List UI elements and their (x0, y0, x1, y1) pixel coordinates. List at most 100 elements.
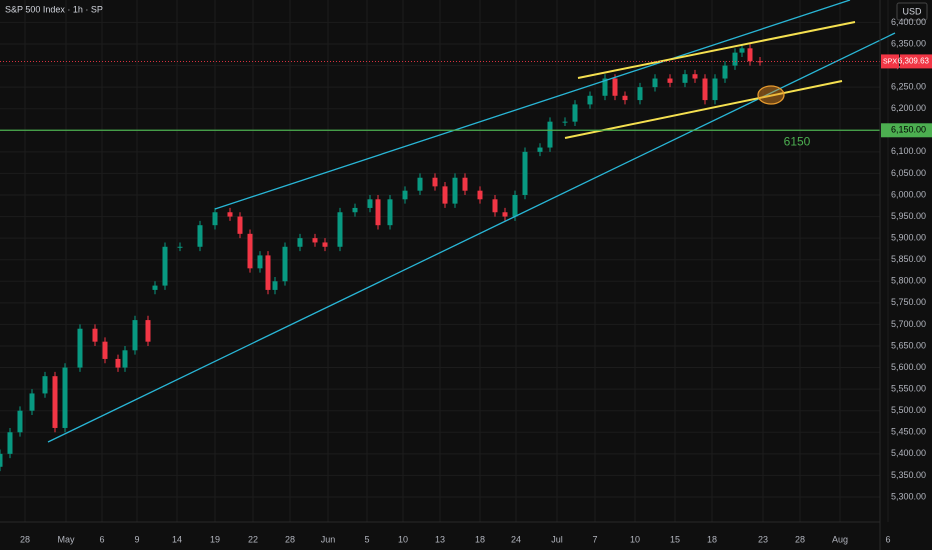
candle-body (747, 48, 753, 62)
price-tag (900, 54, 932, 69)
y-tick-label: 6,250.00 (891, 82, 926, 92)
candle-body (667, 78, 673, 83)
candle-body (257, 255, 263, 269)
x-tick-label: Jun (321, 534, 336, 544)
candle-body (562, 121, 568, 123)
level-tag (881, 123, 932, 138)
candle-body (282, 246, 288, 282)
candle-body (739, 48, 745, 53)
candle-body (122, 350, 128, 368)
x-tick-label: Jul (551, 534, 563, 544)
x-tick-label: 28 (795, 534, 805, 544)
x-tick-label: 28 (20, 534, 30, 544)
y-tick-label: 5,400.00 (891, 448, 926, 458)
y-tick-label: 5,950.00 (891, 211, 926, 221)
overlays: 6150 (0, 61, 880, 148)
candle-body (442, 186, 448, 204)
candle-body (522, 151, 528, 195)
y-tick-label: 5,650.00 (891, 340, 926, 350)
y-tick-label: 6,400.00 (891, 17, 926, 27)
level-label: 6150 (784, 134, 811, 148)
candle-body (602, 78, 608, 96)
candle-body (312, 238, 318, 243)
x-tick-label: 10 (398, 534, 408, 544)
candle-body (682, 74, 688, 83)
candle-body (265, 255, 271, 290)
highlight (757, 85, 785, 105)
price-tag-label: 6,309.63 (898, 57, 930, 66)
x-tick-label: 9 (134, 534, 139, 544)
candle-body (132, 320, 138, 351)
candle-body (367, 199, 373, 208)
y-tick-label: 5,900.00 (891, 233, 926, 243)
candle-body (547, 121, 553, 148)
candle-body (692, 74, 698, 79)
candle-body (77, 328, 83, 368)
candle-body (757, 61, 763, 63)
y-tick-label: 5,450.00 (891, 427, 926, 437)
candle-body (722, 65, 728, 79)
x-tick-label: 18 (475, 534, 485, 544)
drawings (47, 0, 896, 443)
candle-body (652, 78, 658, 88)
x-tick-label: 10 (630, 534, 640, 544)
y-tick-label: 5,800.00 (891, 276, 926, 286)
candle-body (352, 207, 358, 213)
wedge-lower (564, 80, 843, 139)
candle-body (227, 212, 233, 217)
x-tick-label: 13 (435, 534, 445, 544)
candle-body (177, 246, 183, 248)
candle-body (272, 281, 278, 290)
candle-body (637, 87, 643, 101)
y-tick-label: 5,550.00 (891, 384, 926, 394)
candle-body (462, 177, 468, 191)
x-tick-label: Aug (832, 534, 848, 544)
currency: USD (902, 6, 922, 16)
candle-body (712, 78, 718, 101)
x-tick-label: 22 (248, 534, 258, 544)
x-tick-label: 24 (511, 534, 521, 544)
y-tick-label: 5,600.00 (891, 362, 926, 372)
candle-body (702, 78, 708, 101)
candle-body (387, 199, 393, 226)
candle-body (29, 393, 35, 411)
candle-body (237, 216, 243, 234)
candle-body (145, 320, 151, 342)
symbol-tag-label: SPX (883, 58, 897, 65)
x-tick-label: 6 (885, 534, 890, 544)
x-tick-label: 5 (364, 534, 369, 544)
x-tick-label: 7 (592, 534, 597, 544)
candle-body (115, 358, 121, 368)
candle-body (197, 225, 203, 247)
x-tick-label: 15 (670, 534, 680, 544)
x-tick-label: 19 (210, 534, 220, 544)
candle-body (572, 104, 578, 122)
candle-body (402, 190, 408, 200)
candle-body (732, 52, 738, 66)
candle-body (587, 95, 593, 105)
candle-body (502, 212, 508, 217)
y-tick-label: 5,500.00 (891, 405, 926, 415)
level-tag-label: 6,150.00 (891, 125, 926, 135)
x-tick-label: 23 (758, 534, 768, 544)
x-tick-label: 14 (172, 534, 182, 544)
candle-body (212, 212, 218, 226)
y-tick-label: 6,100.00 (891, 146, 926, 156)
y-tick-label: 6,050.00 (891, 168, 926, 178)
candle-body (417, 177, 423, 191)
candle-body (92, 328, 98, 342)
candle-body (432, 177, 438, 187)
x-tick-label: 18 (707, 534, 717, 544)
candle-body (52, 376, 58, 428)
candle-body (537, 147, 543, 152)
channel-upper (214, 0, 851, 210)
candle-body (247, 233, 253, 269)
candle-body (162, 246, 168, 286)
currency-box[interactable] (896, 2, 928, 21)
channel-lower (47, 32, 896, 443)
y-tick-label: 6,000.00 (891, 189, 926, 199)
candle-body (62, 367, 68, 428)
y-tick-label: 6,350.00 (891, 38, 926, 48)
